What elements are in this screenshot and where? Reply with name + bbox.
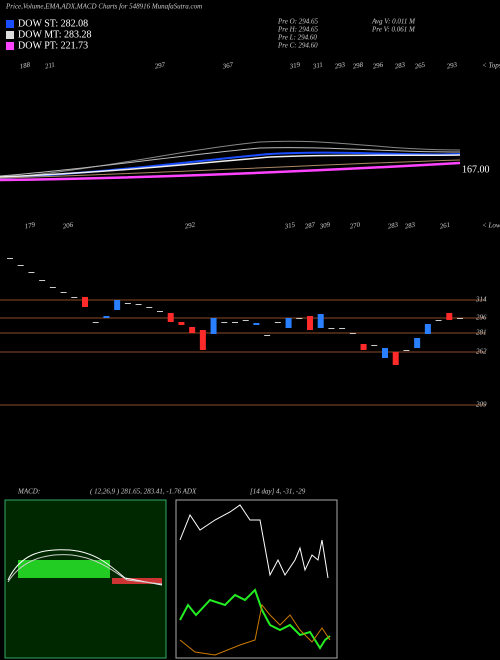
candle-body: [232, 322, 238, 323]
candle-body: [328, 328, 335, 329]
candle-body: [253, 323, 260, 325]
candle-body: [296, 318, 303, 319]
low-label: 283: [387, 221, 399, 231]
low-label: 292: [184, 221, 196, 231]
top-label: 211: [44, 61, 55, 71]
candle-body: [382, 348, 388, 358]
adx-line: [179, 504, 329, 579]
candle-body: [7, 258, 13, 259]
candle-body: [124, 303, 131, 304]
top-label: 188: [19, 61, 31, 71]
low-label: 283: [404, 221, 416, 231]
candle-body: [392, 352, 399, 365]
candle-body: [71, 297, 78, 298]
plus-di: [179, 588, 331, 650]
adx-text: [14 day] 4, -31, -29: [250, 488, 306, 496]
legend-label: DOW PT: 221.73: [18, 40, 88, 51]
info-text: Pre V: 0.061 M: [371, 26, 416, 34]
level-label: 296: [476, 314, 487, 322]
candle-body: [242, 320, 249, 321]
legend-swatch: [6, 20, 14, 28]
candle-body: [92, 322, 99, 323]
top-label: 297: [154, 61, 166, 71]
level-label: 281: [476, 329, 487, 337]
candle-body: [49, 287, 56, 288]
candle-body: [435, 320, 442, 321]
candle-body: [17, 265, 24, 266]
candle-body: [146, 307, 153, 308]
candle-body: [424, 324, 431, 334]
price-tag: 167.00: [462, 164, 490, 175]
candle-body: [167, 313, 174, 322]
candle-body: [457, 318, 463, 319]
low-label: 206: [62, 221, 74, 231]
info-text: Pre C: 294.60: [277, 42, 318, 50]
candle-body: [317, 314, 324, 328]
candle-body: [307, 316, 313, 330]
candle-body: [403, 350, 410, 351]
candle-body: [414, 338, 421, 348]
top-label: 293: [334, 61, 346, 71]
candle-body: [285, 318, 292, 328]
candle-body: [103, 316, 110, 318]
top-label: 319: [288, 61, 301, 71]
candle-body: [39, 280, 46, 281]
low-label: 261: [439, 221, 451, 231]
title: Price,Volume,EMA,ADX,MACD Charts for 548…: [5, 3, 202, 11]
info-text: Avg V: 0.011 M: [371, 18, 416, 26]
candle-body: [274, 322, 281, 323]
top-label: 265: [414, 61, 426, 71]
legend-label: DOW MT: 283.28: [18, 29, 91, 40]
candle-body: [446, 313, 453, 320]
level-label: 314: [475, 296, 487, 304]
low-label: 270: [349, 221, 361, 231]
low-label: 315: [283, 221, 296, 231]
macd-line: [7, 549, 163, 586]
low-label: 309: [318, 221, 331, 231]
candle-body: [264, 335, 271, 336]
candle-body: [371, 345, 378, 346]
legend-swatch: [6, 31, 14, 39]
top-label: 283: [394, 61, 406, 71]
low-label: 179: [24, 221, 36, 231]
macd-label: MACD:: [17, 488, 40, 496]
level-label: 262: [476, 348, 487, 356]
candle-body: [210, 318, 217, 334]
signal-line: [7, 554, 163, 585]
top-label: 296: [372, 61, 384, 71]
lows-caption: < Lows: [482, 222, 500, 230]
info-text: Pre H: 294.65: [277, 26, 318, 34]
candle-body: [339, 328, 346, 329]
candle-body: [199, 330, 206, 350]
info-text: Pre L: 294.60: [277, 34, 317, 42]
candle-body: [157, 311, 163, 312]
tops-caption: < Tops: [482, 62, 500, 70]
candle-body: [221, 322, 228, 323]
candle-body: [178, 322, 185, 325]
level-label: 209: [476, 401, 487, 409]
macd-text: ( 12,26,9 ) 281.65, 283.41, -1.76 ADX: [90, 488, 197, 496]
top-label: 293: [446, 61, 458, 71]
candle-body: [360, 344, 367, 350]
candle-body: [135, 304, 142, 305]
candle-body: [28, 272, 35, 273]
top-label: 311: [311, 61, 323, 71]
candle-body: [189, 327, 196, 333]
top-label: 367: [221, 61, 234, 71]
info-text: Pre O: 294.65: [277, 18, 318, 26]
candle-body: [82, 297, 88, 307]
candle-body: [114, 300, 121, 310]
low-label: 287: [304, 221, 316, 231]
legend-swatch: [6, 42, 14, 50]
candle-body: [60, 292, 67, 293]
candle-body: [349, 333, 356, 334]
ema-lines: [0, 140, 461, 182]
legend-label: DOW ST: 282.08: [18, 18, 88, 29]
minus-di: [179, 603, 331, 656]
top-label: 298: [352, 61, 364, 71]
